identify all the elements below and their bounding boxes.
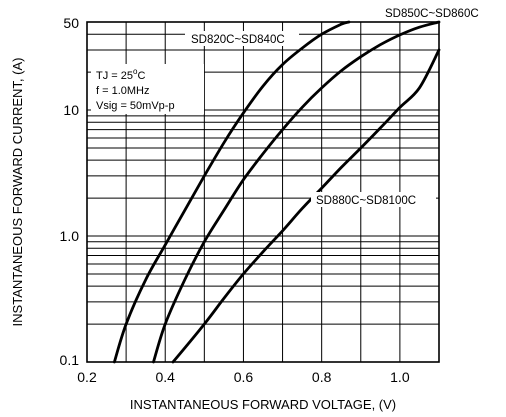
x-axis-title: INSTANTANEOUS FORWARD VOLTAGE, (V) bbox=[130, 397, 396, 412]
y-tick-label: 10 bbox=[63, 102, 79, 118]
series-label-sd820-text: SD820C~SD840C bbox=[191, 34, 285, 46]
x-tick-label: 1.0 bbox=[390, 369, 410, 385]
series-label-sd850-text: SD850C~SD860C bbox=[385, 8, 479, 20]
series-label-sd820-bg bbox=[185, 31, 299, 46]
series-label-sd880: SD880C~SD8100C bbox=[311, 192, 436, 207]
series-label-sd820: SD820C~SD840C bbox=[185, 31, 299, 46]
series-label-sd850: SD850C~SD860C bbox=[385, 8, 479, 20]
condition-signal: Vsig = 50mVp-p bbox=[96, 100, 175, 112]
x-tick-label: 0.6 bbox=[234, 369, 254, 385]
condition-frequency: f = 1.0MHz bbox=[96, 85, 150, 97]
conditions-box-bg bbox=[91, 64, 204, 114]
x-tick-label: 0.2 bbox=[77, 369, 97, 385]
plot-frame bbox=[86, 21, 440, 363]
y-tick-label: 50 bbox=[63, 15, 79, 31]
x-tick-label: 0.8 bbox=[312, 369, 332, 385]
y-axis-title: INSTANTANEOUS FORWARD CURRENT, (A) bbox=[10, 58, 25, 327]
condition-temperature: TJ = 25oC bbox=[96, 67, 145, 82]
tick-labels: 0.2 0.4 0.6 0.8 1.0 0.1 1.0 10 50 bbox=[60, 15, 410, 385]
series-label-sd880-text: SD880C~SD8100C bbox=[316, 195, 416, 207]
series-label-sd880-bg bbox=[311, 192, 436, 207]
x-tick-label: 0.4 bbox=[155, 369, 175, 385]
y-tick-label: 1.0 bbox=[60, 228, 80, 244]
y-tick-label: 0.1 bbox=[60, 352, 80, 368]
series-curve-1 bbox=[113, 20, 351, 364]
conditions-box: TJ = 25oC f = 1.0MHz Vsig = 50mVp-p bbox=[91, 64, 204, 114]
series-curve-2 bbox=[152, 20, 441, 364]
